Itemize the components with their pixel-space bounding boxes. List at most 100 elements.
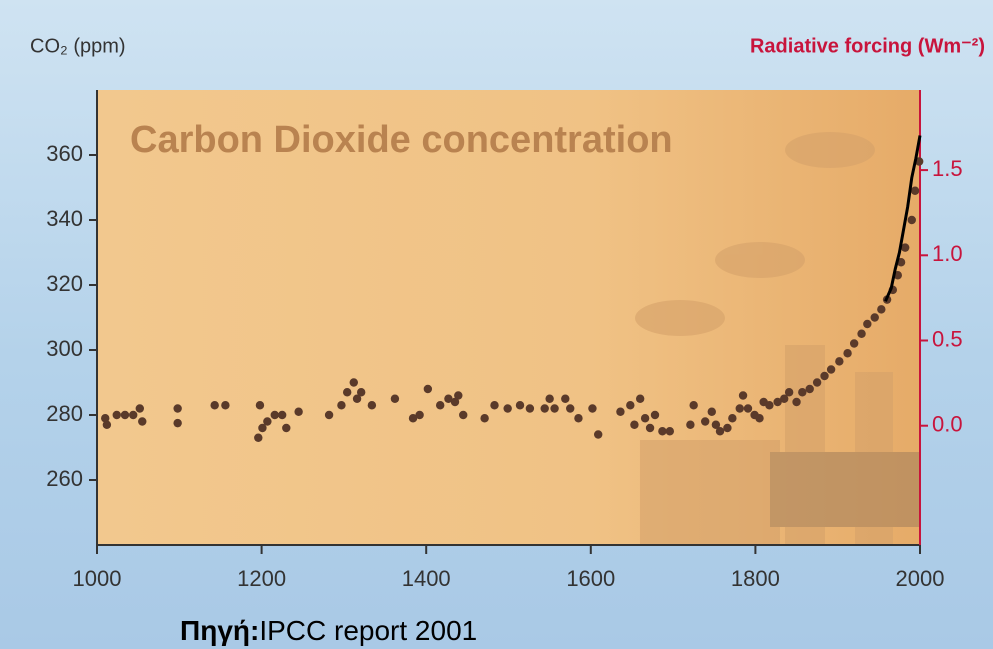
data-point [138, 417, 146, 425]
y-tick-label: 320 [46, 271, 83, 296]
data-point [516, 401, 524, 409]
y-tick-label: 340 [46, 206, 83, 231]
data-point [173, 419, 181, 427]
data-point [658, 427, 666, 435]
data-point [827, 365, 835, 373]
y-axis-label: CO₂ (ppm) [30, 35, 126, 57]
y-tick-label: 300 [46, 336, 83, 361]
y2-tick-label: 0.0 [932, 412, 963, 437]
data-point [526, 404, 534, 412]
data-point [113, 411, 121, 419]
data-point [210, 401, 218, 409]
data-point [282, 424, 290, 432]
data-point [641, 414, 649, 422]
data-point [813, 378, 821, 386]
data-point [626, 401, 634, 409]
data-point [820, 372, 828, 380]
data-point [792, 398, 800, 406]
data-point [911, 187, 919, 195]
data-point [541, 404, 549, 412]
data-point [337, 401, 345, 409]
data-point [459, 411, 467, 419]
data-point [785, 388, 793, 396]
data-point [863, 320, 871, 328]
chart: Carbon Dioxide concentration CO₂ (ppm) R… [0, 0, 993, 649]
data-point [254, 434, 262, 442]
data-point [755, 414, 763, 422]
data-point [850, 339, 858, 347]
data-point [350, 378, 358, 386]
data-point [391, 395, 399, 403]
data-point [686, 421, 694, 429]
data-point [666, 427, 674, 435]
x-tick-label: 1400 [402, 566, 451, 591]
data-point [256, 401, 264, 409]
data-point [278, 411, 286, 419]
data-point [221, 401, 229, 409]
y-tick-label: 360 [46, 141, 83, 166]
data-point [806, 385, 814, 393]
data-point [835, 357, 843, 365]
data-point [550, 404, 558, 412]
data-point [728, 414, 736, 422]
y2-tick-label: 0.5 [932, 326, 963, 351]
data-point [739, 391, 747, 399]
data-point [843, 349, 851, 357]
data-point [708, 408, 716, 416]
data-point [630, 421, 638, 429]
plot-title: Carbon Dioxide concentration [130, 119, 673, 161]
data-point [588, 404, 596, 412]
x-tick-label: 2000 [896, 566, 945, 591]
x-tick-label: 1600 [566, 566, 615, 591]
data-point [121, 411, 129, 419]
source: Πηγή:IPCC report 2001 [180, 615, 477, 646]
data-point [765, 401, 773, 409]
data-point [701, 417, 709, 425]
x-tick-label: 1200 [237, 566, 286, 591]
data-point [480, 414, 488, 422]
data-point [651, 411, 659, 419]
data-point [561, 395, 569, 403]
data-point [173, 404, 181, 412]
data-point [503, 404, 511, 412]
y-tick-label: 280 [46, 401, 83, 426]
data-point [723, 424, 731, 432]
data-point [744, 404, 752, 412]
y2-tick-label: 1.0 [932, 241, 963, 266]
data-point [294, 408, 302, 416]
data-point [594, 430, 602, 438]
data-point [857, 330, 865, 338]
data-point [490, 401, 498, 409]
data-point [424, 385, 432, 393]
data-point [263, 417, 271, 425]
y-tick-label: 260 [46, 466, 83, 491]
data-point [136, 404, 144, 412]
data-point [357, 388, 365, 396]
source-text: IPCC report 2001 [259, 615, 477, 646]
data-point [908, 216, 916, 224]
data-point [343, 388, 351, 396]
data-point [415, 411, 423, 419]
x-tick-label: 1000 [73, 566, 122, 591]
source-label: Πηγή: [180, 615, 259, 646]
data-point [454, 391, 462, 399]
data-point [646, 424, 654, 432]
data-point [877, 305, 885, 313]
data-point [545, 395, 553, 403]
data-point [574, 414, 582, 422]
data-point [325, 411, 333, 419]
x-tick-label: 1800 [731, 566, 780, 591]
data-point [736, 404, 744, 412]
data-point [103, 421, 111, 429]
page: {"chart_data": { "type": "scatter", "tit… [0, 0, 993, 649]
data-point [368, 401, 376, 409]
data-point [566, 404, 574, 412]
y2-axis-label: Radiative forcing (Wm⁻²) [750, 35, 985, 57]
data-point [616, 408, 624, 416]
data-point [716, 427, 724, 435]
data-point [636, 395, 644, 403]
y2-tick-label: 1.5 [932, 156, 963, 181]
data-point [798, 388, 806, 396]
data-point [871, 313, 879, 321]
data-point [129, 411, 137, 419]
